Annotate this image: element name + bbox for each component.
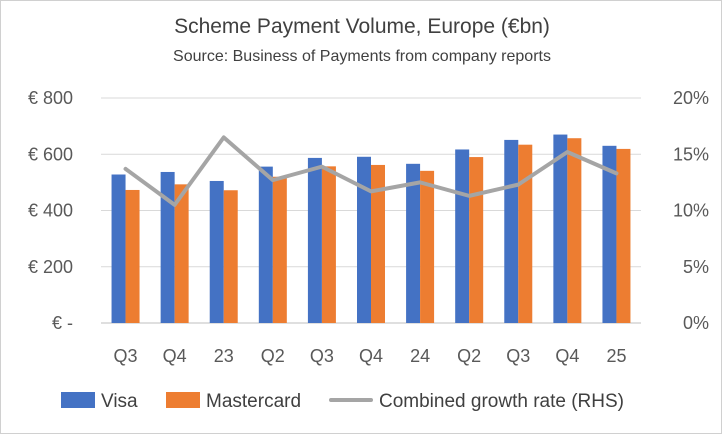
bar-mastercard bbox=[616, 149, 630, 323]
y-left-tick-label: € 400 bbox=[28, 201, 73, 221]
legend-label: Combined growth rate (RHS) bbox=[379, 391, 624, 412]
y-right-tick-label: 5% bbox=[683, 257, 709, 277]
legend-label: Mastercard bbox=[206, 391, 301, 412]
legend-swatch bbox=[166, 392, 200, 408]
x-tick-label: Q3 bbox=[114, 346, 138, 366]
bar-visa bbox=[308, 158, 322, 323]
x-tick-label: Q4 bbox=[555, 346, 579, 366]
y-left-tick-label: € 800 bbox=[28, 88, 73, 108]
x-tick-label: Q4 bbox=[163, 346, 187, 366]
x-tick-label: 25 bbox=[606, 346, 626, 366]
y-left-tick-label: € - bbox=[52, 313, 73, 333]
legend-label: Visa bbox=[101, 391, 138, 412]
bar-mastercard bbox=[420, 171, 434, 323]
bar-mastercard bbox=[567, 138, 581, 323]
y-right-tick-label: 20% bbox=[673, 88, 709, 108]
y-left-tick-label: € 200 bbox=[28, 257, 73, 277]
x-tick-label: 23 bbox=[214, 346, 234, 366]
bar-visa bbox=[553, 135, 567, 323]
y-left-tick-label: € 600 bbox=[28, 144, 73, 164]
x-tick-label: Q2 bbox=[457, 346, 481, 366]
x-tick-label: Q3 bbox=[506, 346, 530, 366]
bar-mastercard bbox=[273, 177, 287, 323]
bar-visa bbox=[455, 149, 469, 323]
bar-visa bbox=[504, 140, 518, 323]
bar-visa bbox=[406, 164, 420, 323]
y-right-tick-label: 15% bbox=[673, 144, 709, 164]
x-tick-label: Q2 bbox=[261, 346, 285, 366]
bar-mastercard bbox=[224, 190, 238, 323]
legend-swatch bbox=[61, 392, 95, 408]
bar-mastercard bbox=[126, 190, 140, 323]
x-tick-label: Q4 bbox=[359, 346, 383, 366]
y-right-tick-label: 0% bbox=[683, 313, 709, 333]
bar-mastercard bbox=[518, 145, 532, 323]
bar-visa bbox=[357, 157, 371, 323]
bar-mastercard bbox=[469, 157, 483, 323]
bar-visa bbox=[259, 167, 273, 323]
x-tick-label: 24 bbox=[410, 346, 430, 366]
x-tick-label: Q3 bbox=[310, 346, 334, 366]
y-right-tick-label: 10% bbox=[673, 201, 709, 221]
bar-visa bbox=[112, 175, 126, 324]
bar-visa bbox=[210, 181, 224, 323]
bar-mastercard bbox=[322, 166, 336, 323]
